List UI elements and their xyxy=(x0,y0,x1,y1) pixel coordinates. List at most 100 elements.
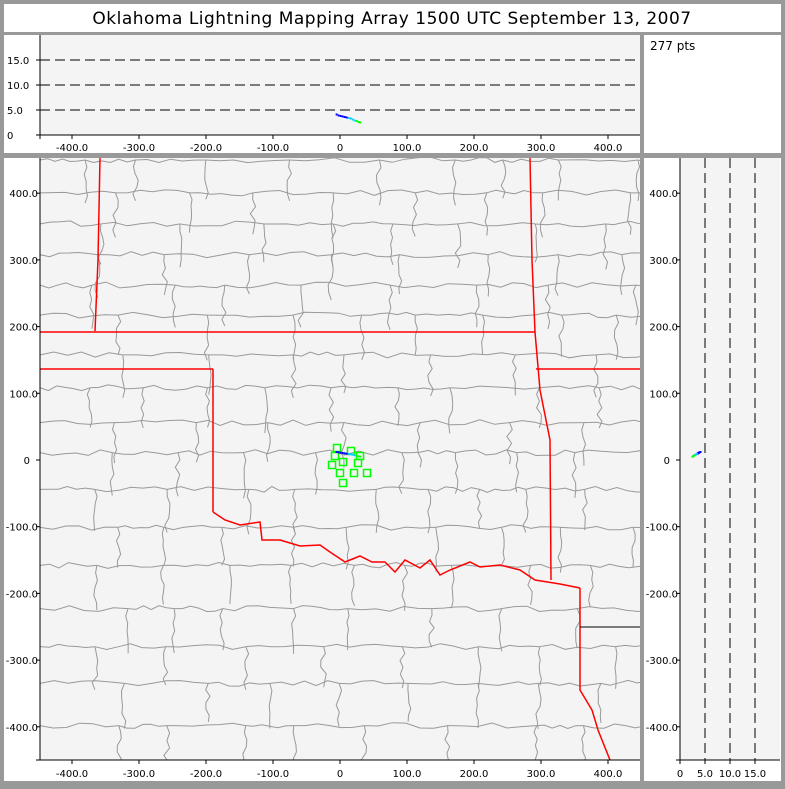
county-border xyxy=(590,563,640,569)
county-border xyxy=(314,452,319,495)
y-tick-label: 100.0 xyxy=(9,389,38,400)
county-border xyxy=(40,351,123,358)
county-border xyxy=(435,524,502,531)
x-tick-label: 0 xyxy=(677,769,683,780)
county-border xyxy=(174,605,224,613)
county-border xyxy=(477,646,482,688)
county-border xyxy=(539,192,546,238)
figure-title: Oklahoma Lightning Mapping Array 1500 UT… xyxy=(92,9,691,29)
county-border xyxy=(86,387,93,428)
county-border xyxy=(121,354,126,398)
county-border xyxy=(143,384,208,391)
lightning-source xyxy=(347,452,350,455)
county-borders xyxy=(40,158,640,760)
county-border xyxy=(401,565,409,611)
lightning-source xyxy=(341,451,344,454)
county-border xyxy=(167,486,249,491)
county-border xyxy=(537,646,542,686)
county-border xyxy=(574,449,640,454)
x-tick-label: -300.0 xyxy=(123,769,155,780)
county-border xyxy=(379,158,456,163)
x-tick-label: 100.0 xyxy=(393,143,422,154)
county-border xyxy=(249,192,257,235)
lightning-source xyxy=(341,115,344,118)
county-border xyxy=(221,285,227,327)
county-border xyxy=(386,284,393,330)
lightning-source xyxy=(343,452,346,455)
lightning-source xyxy=(347,117,350,119)
x-tick-label: 5.0 xyxy=(697,769,713,780)
county-border xyxy=(582,489,588,531)
county-border xyxy=(40,722,119,729)
county-border xyxy=(477,681,539,686)
county-border xyxy=(163,561,230,568)
county-border xyxy=(243,449,316,456)
state-border xyxy=(212,511,581,589)
county-border xyxy=(605,220,640,226)
county-border xyxy=(40,562,97,569)
county-border xyxy=(128,605,175,611)
county-border xyxy=(171,284,176,328)
county-border xyxy=(399,252,489,258)
county-border xyxy=(554,254,560,296)
county-border xyxy=(389,283,477,289)
county-border xyxy=(175,284,225,289)
county-border xyxy=(291,562,355,568)
county-border xyxy=(390,223,394,266)
lightning-source xyxy=(355,120,358,122)
county-border xyxy=(560,525,634,531)
county-border xyxy=(557,527,563,573)
x-tick-label: 100.0 xyxy=(393,769,422,780)
county-border xyxy=(479,486,526,493)
county-border xyxy=(116,725,122,760)
county-border xyxy=(402,643,479,650)
county-border xyxy=(165,644,246,650)
county-border xyxy=(100,221,180,227)
county-border xyxy=(40,190,116,196)
county-border xyxy=(408,681,479,686)
county-border xyxy=(97,251,165,257)
county-border xyxy=(561,312,617,319)
lightning-source xyxy=(691,455,694,458)
county-border xyxy=(222,605,294,612)
county-border xyxy=(527,565,533,605)
county-border xyxy=(488,251,559,258)
county-border xyxy=(203,315,210,361)
county-border xyxy=(161,527,167,566)
county-border xyxy=(164,489,171,533)
county-border xyxy=(293,605,348,611)
county-border xyxy=(515,352,597,359)
county-border xyxy=(343,351,431,359)
county-border xyxy=(339,680,409,685)
county-border xyxy=(91,281,176,289)
county-border xyxy=(331,252,400,258)
y-tick-label: 400.0 xyxy=(9,189,38,200)
x-tick-label: 0 xyxy=(337,769,343,780)
county-border xyxy=(498,608,503,652)
county-border xyxy=(124,680,209,687)
county-border xyxy=(476,282,549,289)
lightning-source xyxy=(359,455,362,458)
county-border xyxy=(404,562,452,567)
county-border xyxy=(115,314,122,355)
county-border xyxy=(500,527,505,566)
county-border xyxy=(163,524,222,531)
county-border xyxy=(506,422,513,465)
county-border xyxy=(300,281,391,287)
y-tick-label: -400.0 xyxy=(6,723,38,734)
county-border xyxy=(613,314,620,360)
lightning-source xyxy=(353,119,356,122)
county-border xyxy=(486,189,543,195)
county-border xyxy=(340,422,347,468)
county-border xyxy=(320,646,327,688)
county-border xyxy=(40,158,86,163)
county-border xyxy=(286,159,292,201)
county-border xyxy=(292,315,297,360)
county-border xyxy=(245,644,324,648)
county-border xyxy=(109,452,115,496)
county-border xyxy=(600,679,640,686)
county-border xyxy=(557,159,562,201)
y-tick-label: 15.0 xyxy=(7,56,29,67)
county-border xyxy=(558,314,565,357)
